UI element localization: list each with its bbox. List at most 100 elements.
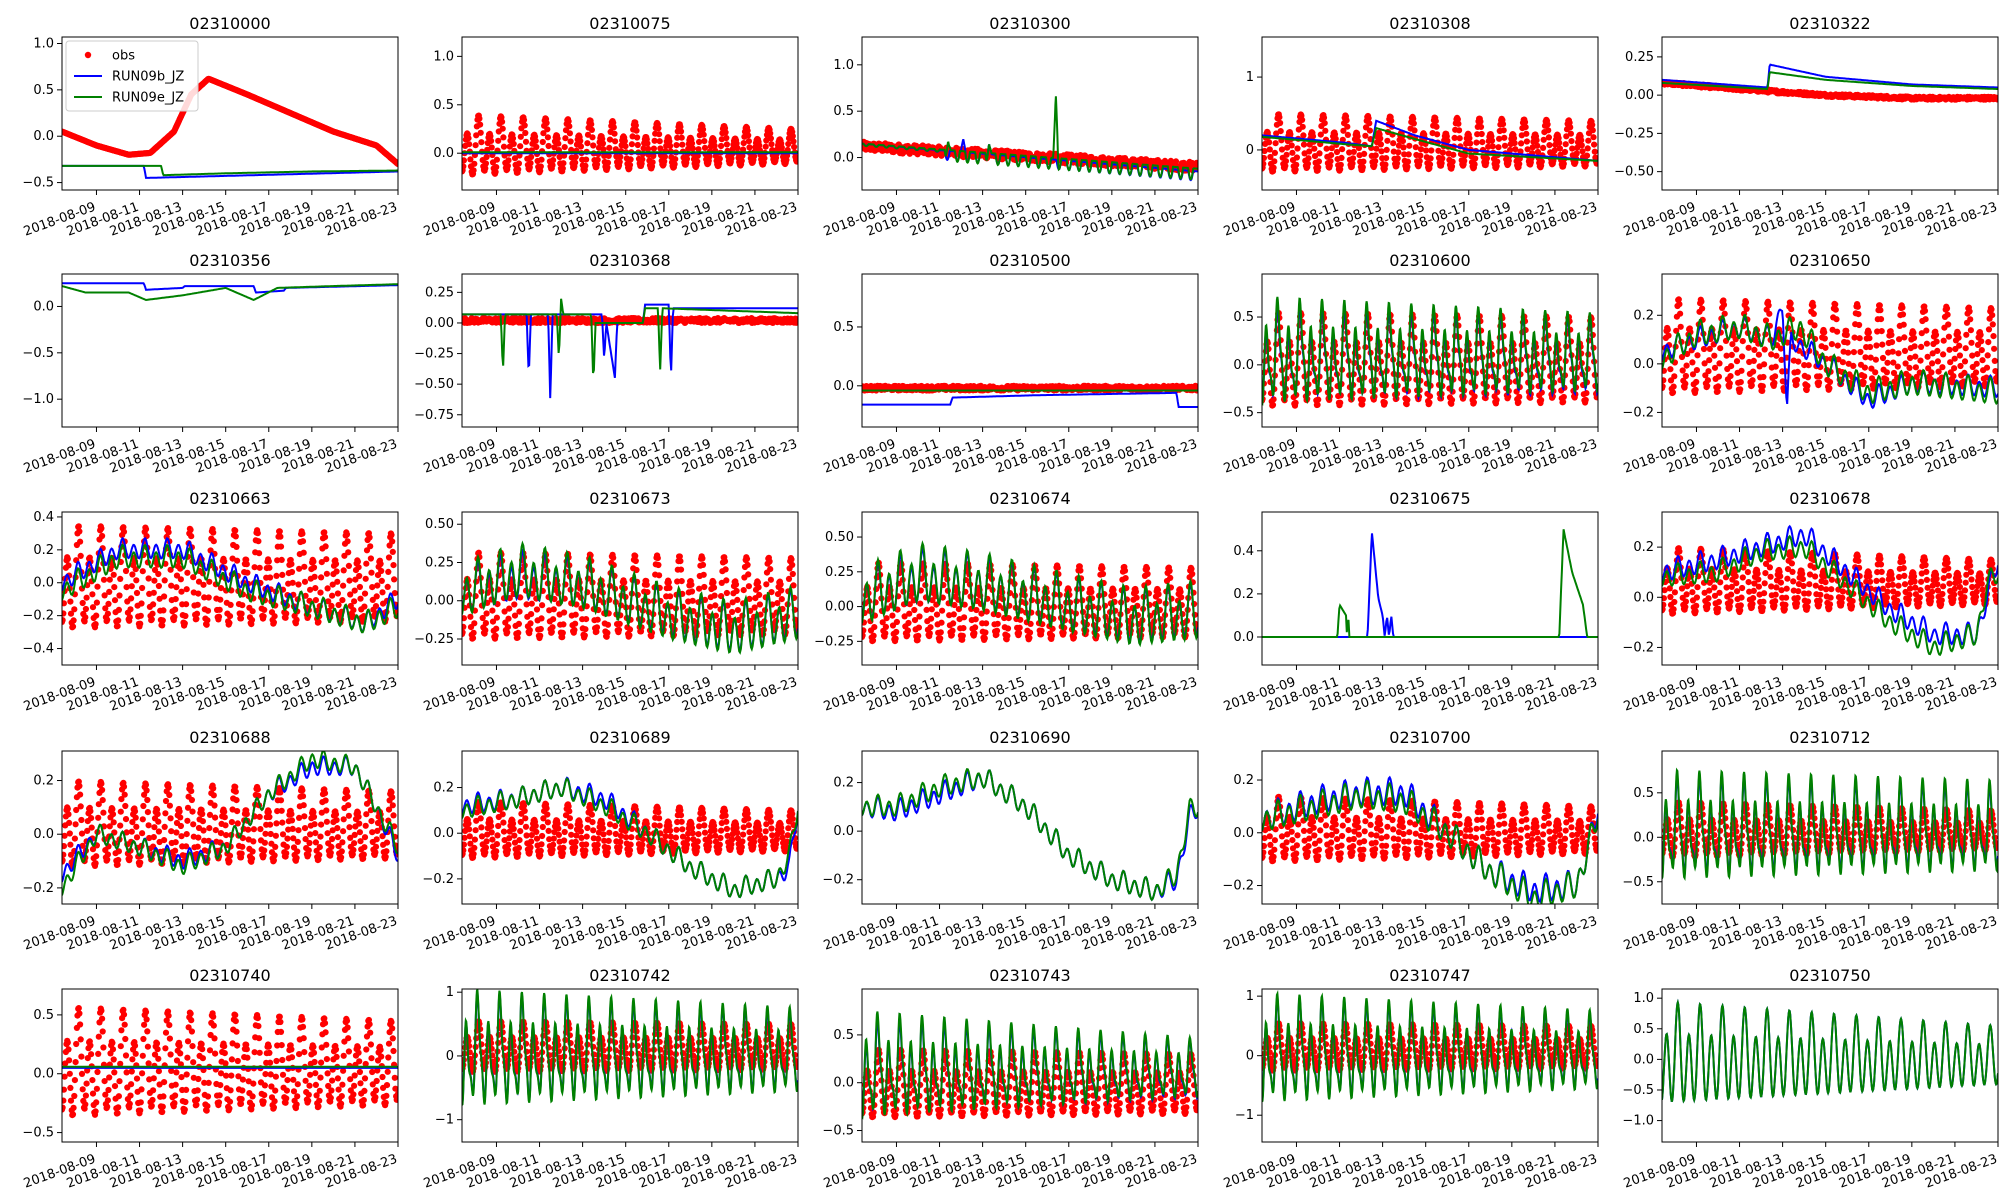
- y-tick-label: 1.0: [433, 49, 454, 64]
- obs-point: [1682, 380, 1689, 387]
- obs-point: [1373, 145, 1380, 152]
- legend-box: [65, 40, 199, 112]
- obs-point: [1662, 383, 1666, 390]
- obs-point: [605, 152, 612, 159]
- obs-point: [1804, 382, 1811, 389]
- obs-point: [517, 143, 524, 150]
- y-tick-label: 0.0: [833, 379, 854, 394]
- obs-point: [1990, 333, 1997, 340]
- obs-point: [794, 156, 798, 163]
- obs-point: [1299, 123, 1306, 130]
- obs-point: [1433, 123, 1440, 130]
- obs-point: [528, 153, 535, 161]
- obs-point: [1917, 357, 1924, 364]
- obs-point: [1972, 375, 1979, 382]
- obs-point: [1677, 323, 1684, 330]
- obs-point: [1461, 152, 1468, 159]
- obs-point: [711, 142, 718, 149]
- y-tick-label: 0.25: [1625, 50, 1654, 65]
- obs-point: [1306, 148, 1313, 155]
- obs-point: [1946, 346, 1953, 353]
- obs-point: [1293, 154, 1300, 161]
- y-tick-label: 0.0: [433, 146, 454, 161]
- subplot-02310300: 023103000.00.51.02018-08-092018-08-11201…: [822, 14, 1200, 240]
- obs-point: [1821, 329, 1828, 336]
- obs-point: [493, 156, 500, 163]
- obs-point: [1262, 160, 1267, 167]
- obs-point: [505, 157, 512, 164]
- line-RUN09e_JZ: [1662, 71, 1998, 91]
- obs-point: [778, 144, 785, 151]
- obs-point: [1501, 134, 1508, 141]
- obs-point: [1583, 390, 1590, 397]
- obs-point: [1276, 114, 1283, 121]
- obs-point: [583, 156, 590, 163]
- obs-point: [612, 138, 619, 145]
- obs-point: [1679, 367, 1686, 374]
- obs-point: [1556, 139, 1563, 146]
- obs-point: [577, 143, 585, 150]
- obs-point: [1427, 155, 1434, 162]
- obs-point: [1323, 145, 1330, 152]
- obs-point: [1910, 329, 1917, 336]
- obs-point: [1929, 350, 1936, 357]
- obs-point: [1951, 355, 1958, 362]
- obs-point: [1311, 145, 1318, 152]
- obs-point: [1292, 166, 1299, 173]
- obs-point: [1923, 327, 1930, 334]
- obs-point: [1768, 351, 1775, 358]
- obs-point: [672, 156, 679, 163]
- obs-point: [1866, 335, 1873, 342]
- obs-point: [1759, 383, 1766, 390]
- plot-area: [462, 112, 798, 178]
- obs-point: [472, 142, 479, 149]
- legend-label: RUN09b_JZ: [112, 70, 184, 85]
- obs-point: [1991, 357, 1998, 364]
- obs-point: [1383, 155, 1390, 162]
- obs-point: [515, 166, 522, 173]
- obs-point: [1879, 341, 1886, 348]
- obs-point: [1991, 345, 1998, 352]
- obs-point: [1270, 396, 1277, 403]
- obs-point: [1438, 160, 1445, 167]
- obs-point: [1549, 393, 1556, 400]
- obs-point: [1377, 135, 1384, 142]
- obs-point: [1477, 118, 1484, 125]
- obs-point: [572, 153, 579, 161]
- obs-point: [1359, 401, 1366, 408]
- line-RUN09e_JZ: [1262, 126, 1598, 162]
- obs-point: [1432, 118, 1439, 125]
- obs-point: [1715, 383, 1722, 390]
- obs-point: [1751, 346, 1758, 353]
- obs-point: [1321, 120, 1328, 127]
- obs-point: [611, 130, 618, 137]
- obs-point: [1417, 146, 1425, 153]
- obs-point: [645, 145, 652, 152]
- obs-point: [621, 138, 628, 145]
- obs-point: [1815, 379, 1823, 386]
- obs-point: [1669, 389, 1677, 396]
- obs-point: [1449, 158, 1456, 165]
- obs-point: [1288, 142, 1295, 149]
- subplot-02310600: 02310600−0.50.00.52018-08-092018-08-1120…: [1222, 251, 1600, 477]
- obs-point: [465, 135, 472, 142]
- obs-point: [1979, 357, 1986, 364]
- obs-point: [488, 137, 495, 144]
- y-tick-label: 0.0: [33, 299, 54, 314]
- obs-point: [538, 156, 545, 163]
- obs-point: [1978, 338, 1985, 345]
- obs-point: [1910, 334, 1918, 342]
- obs-point: [1172, 158, 1180, 165]
- obs-point: [1714, 388, 1721, 395]
- obs-point: [1410, 115, 1417, 122]
- obs-point: [1662, 367, 1667, 374]
- obs-point: [740, 140, 747, 147]
- y-tick-label: −0.25: [1614, 126, 1654, 141]
- obs-point: [1271, 149, 1278, 156]
- obs-point: [617, 153, 624, 160]
- obs-point: [1877, 307, 1884, 314]
- obs-point: [1523, 138, 1530, 145]
- obs-point: [1271, 158, 1278, 165]
